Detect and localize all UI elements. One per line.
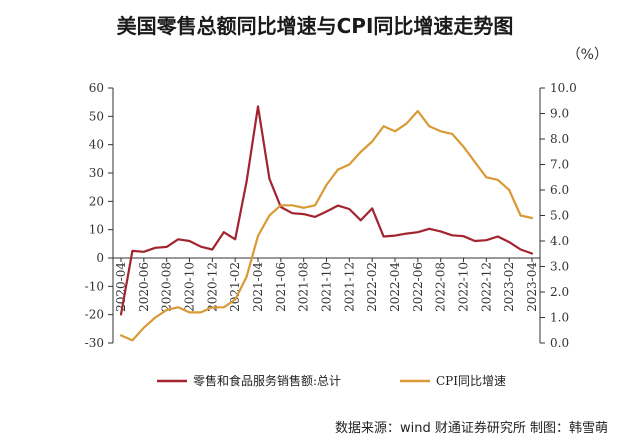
right-tick-label: 5.0 — [550, 209, 569, 223]
plot-background — [17, 68, 618, 404]
left-tick-label: 10 — [89, 223, 104, 237]
x-tick-label: 2020-12 — [205, 262, 219, 312]
right-tick-label: 1.0 — [550, 311, 569, 325]
right-tick-label: 4.0 — [550, 234, 569, 248]
cpi-line — [119, 109, 534, 342]
x-tick-label: 2023-04 — [525, 262, 539, 312]
left-tick-label: -30 — [85, 336, 104, 350]
x-tick-label: 2020-06 — [137, 262, 151, 312]
x-tick-label: 2022-10 — [457, 262, 471, 312]
right-tick-label: 8.0 — [550, 132, 569, 146]
left-tick-label: 60 — [89, 81, 104, 95]
left-tick-label: 0 — [96, 251, 104, 265]
retail-sales-line — [119, 105, 534, 316]
x-tick-label: 2021-02 — [228, 262, 242, 312]
right-tick-label: 6.0 — [550, 183, 569, 197]
legend-label: 零售和食品服务销售额:总计 — [193, 373, 341, 388]
x-tick-label: 2020-10 — [183, 262, 197, 312]
x-tick-label: 2021-04 — [251, 262, 265, 312]
left-tick-label: -10 — [85, 279, 104, 293]
right-tick-label: 3.0 — [550, 260, 569, 274]
right-tick-label: 7.0 — [550, 158, 569, 172]
chart-title: 美国零售总额同比增速与CPI同比增速走势图 — [116, 14, 514, 38]
x-tick-label: 2021-10 — [320, 262, 334, 312]
left-tick-label: -20 — [85, 308, 104, 322]
left-tick-label: 40 — [89, 138, 104, 152]
legend-label: CPI同比增速 — [436, 374, 506, 388]
x-tick-label: 2023-02 — [502, 262, 516, 312]
x-tick-label: 2022-02 — [365, 262, 379, 312]
x-tick-label: 2021-08 — [297, 262, 311, 312]
left-tick-label: 20 — [89, 194, 104, 208]
x-tick-label: 2021-12 — [342, 262, 356, 312]
source-note: 数据来源：wind 财通证券研究所 制图：韩雪萌 — [334, 421, 608, 436]
legend-item-retail: 零售和食品服务销售额:总计 — [157, 373, 341, 388]
axes-layer: 60 50 40 30 20 10 0 -10 -20 -30 10.0 9.0 8.0 7.0 6.0 5.… — [85, 81, 577, 350]
right-tick-label: 9.0 — [550, 107, 569, 121]
x-tick-label: 2022-06 — [411, 262, 425, 312]
left-tick-label: 30 — [89, 166, 104, 180]
x-tick-label: 2022-12 — [479, 262, 493, 312]
series-layer — [119, 105, 534, 342]
left-tick-label: 50 — [89, 109, 104, 123]
legend-item-cpi: CPI同比增速 — [400, 374, 506, 388]
x-tick-label: 2022-04 — [388, 262, 402, 312]
unit-label: （%） — [566, 47, 608, 63]
right-tick-label: 2.0 — [550, 285, 569, 299]
legend: 零售和食品服务销售额:总计 CPI同比增速 — [157, 373, 506, 388]
x-tick-label: 2020-08 — [160, 262, 174, 312]
right-tick-label: 10.0 — [550, 81, 577, 95]
x-tick-label: 2021-06 — [274, 262, 288, 312]
x-tick-label: 2022-08 — [434, 262, 448, 312]
right-tick-label: 0.0 — [550, 336, 569, 350]
